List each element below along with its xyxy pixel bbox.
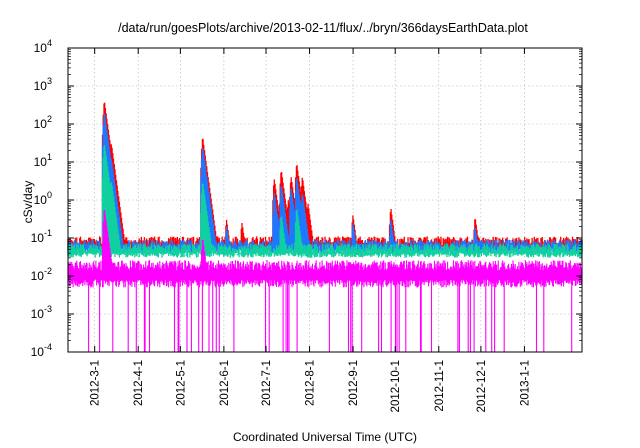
- y-tick-label: 104: [34, 38, 52, 55]
- y-tick-label: 10-2: [31, 266, 52, 283]
- chart-title: /data/run/goesPlots/archive/2013-02-11/f…: [118, 21, 528, 35]
- x-tick-label: 2012-5-1: [175, 360, 187, 406]
- y-axis-label: cSv/day: [21, 181, 35, 224]
- x-tick-label: 2012-4-1: [133, 360, 145, 406]
- x-axis-label: Coordinated Universal Time (UTC): [233, 430, 417, 444]
- y-tick-label: 103: [34, 76, 52, 93]
- x-tick-label: 2012-10-1: [390, 360, 402, 412]
- x-tick-label: 2012-7-1: [261, 360, 273, 406]
- y-tick-label: 10-1: [31, 228, 52, 245]
- x-tick-label: 2012-8-1: [305, 360, 317, 406]
- x-tick-label: 2012-6-1: [219, 360, 231, 406]
- y-tick-label: 10-3: [31, 304, 52, 321]
- y-tick-label: 101: [34, 152, 52, 169]
- y-tick-label: 102: [34, 114, 52, 131]
- y-tick-label: 100: [34, 190, 52, 207]
- x-tick-label: 2013-1-1: [519, 360, 531, 406]
- y-tick-label: 10-4: [31, 342, 52, 359]
- x-tick-label: 2012-9-1: [348, 360, 360, 406]
- axes: 10-4 10-3 10-2 10-1 100 101 102 103 104 2012-3-1 2…: [31, 38, 582, 412]
- x-tick-label: 2012-3-1: [90, 360, 102, 406]
- x-tick-label: 2012-11-1: [434, 360, 446, 412]
- x-tick-label: 2012-12-1: [476, 360, 488, 412]
